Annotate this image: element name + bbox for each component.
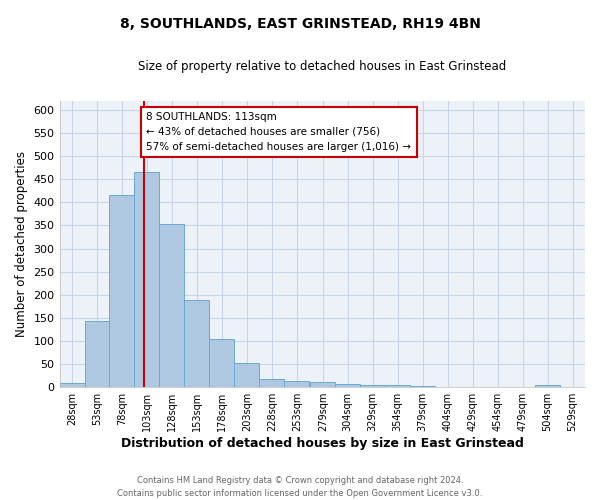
Bar bbox=[109, 196, 134, 387]
Bar bbox=[310, 382, 335, 387]
Y-axis label: Number of detached properties: Number of detached properties bbox=[15, 151, 28, 337]
Bar bbox=[59, 382, 85, 387]
Text: Contains HM Land Registry data © Crown copyright and database right 2024.
Contai: Contains HM Land Registry data © Crown c… bbox=[118, 476, 482, 498]
X-axis label: Distribution of detached houses by size in East Grinstead: Distribution of detached houses by size … bbox=[121, 437, 524, 450]
Bar bbox=[259, 379, 284, 387]
Bar bbox=[385, 386, 410, 387]
Bar bbox=[134, 172, 160, 387]
Text: 8, SOUTHLANDS, EAST GRINSTEAD, RH19 4BN: 8, SOUTHLANDS, EAST GRINSTEAD, RH19 4BN bbox=[119, 18, 481, 32]
Bar bbox=[410, 386, 435, 387]
Bar bbox=[160, 224, 184, 387]
Bar bbox=[284, 380, 309, 387]
Title: Size of property relative to detached houses in East Grinstead: Size of property relative to detached ho… bbox=[138, 60, 506, 73]
Bar bbox=[335, 384, 360, 387]
Bar bbox=[235, 362, 259, 387]
Bar bbox=[535, 385, 560, 387]
Bar bbox=[209, 338, 235, 387]
Bar bbox=[184, 300, 209, 387]
Bar bbox=[85, 321, 109, 387]
Text: 8 SOUTHLANDS: 113sqm
← 43% of detached houses are smaller (756)
57% of semi-deta: 8 SOUTHLANDS: 113sqm ← 43% of detached h… bbox=[146, 112, 412, 152]
Bar bbox=[360, 385, 385, 387]
